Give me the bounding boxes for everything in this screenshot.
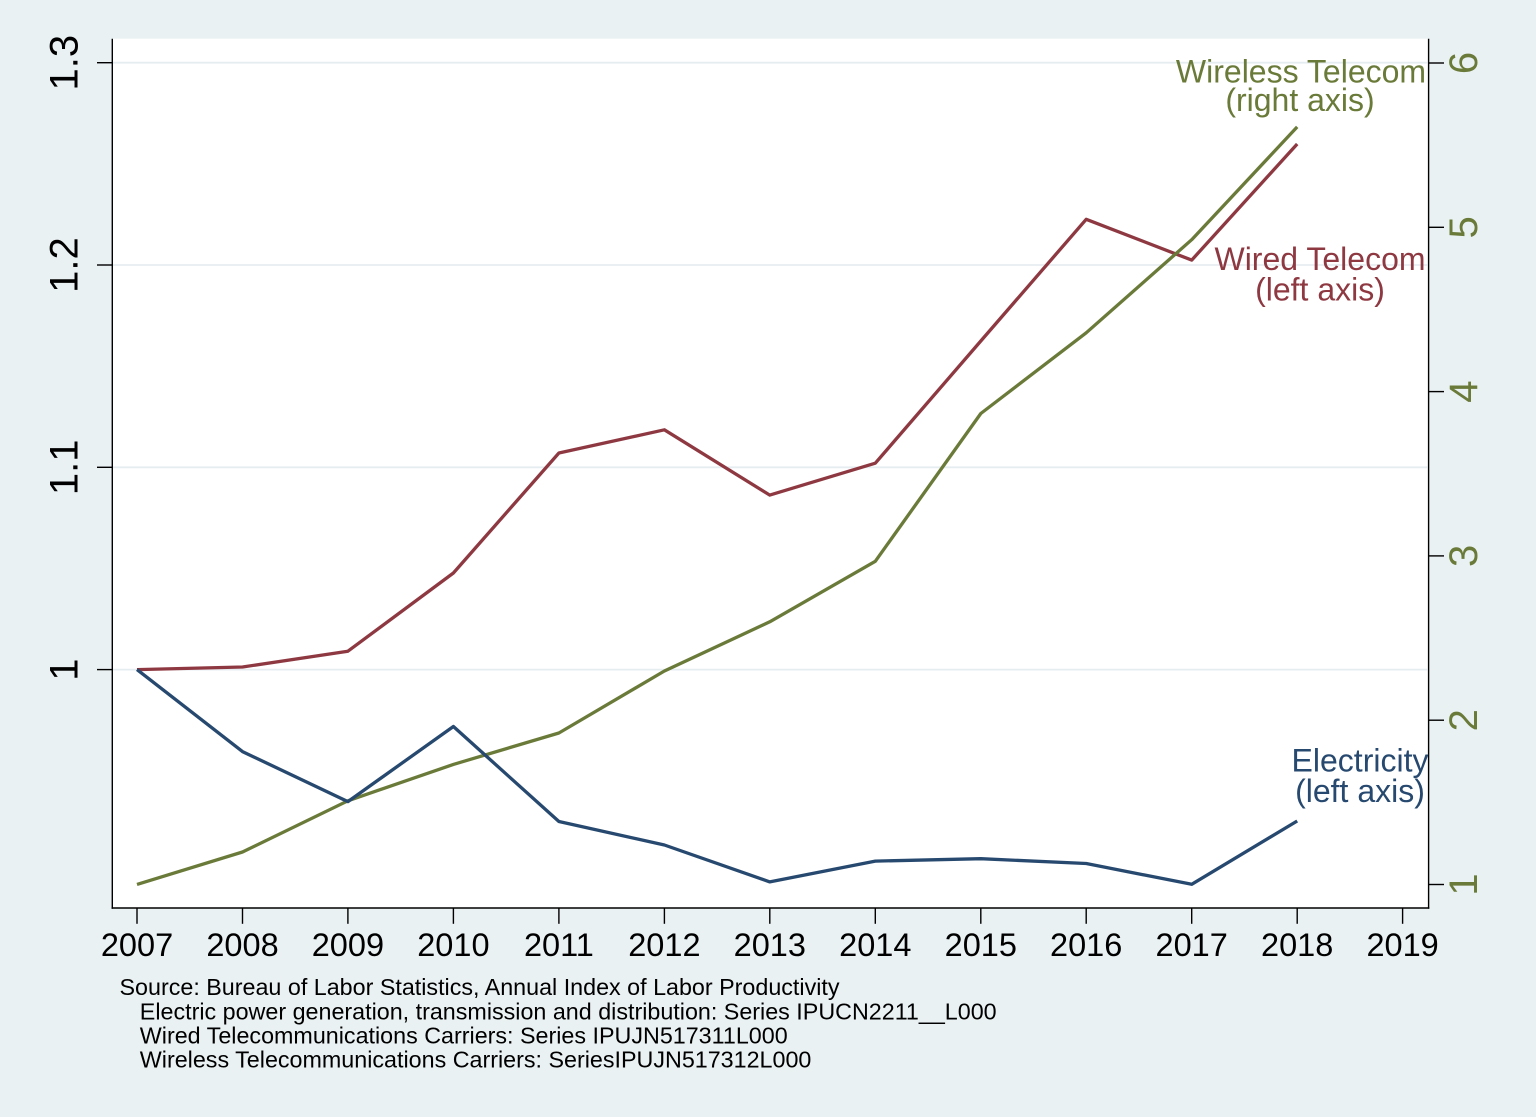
svg-text:2010: 2010	[417, 927, 489, 963]
svg-text:(right axis): (right axis)	[1225, 82, 1374, 118]
svg-text:2013: 2013	[734, 927, 806, 963]
svg-text:2015: 2015	[945, 927, 1017, 963]
svg-text:2012: 2012	[628, 927, 700, 963]
svg-text:2018: 2018	[1261, 927, 1333, 963]
svg-text:6: 6	[1442, 52, 1486, 74]
svg-text:Source: Bureau of Labor Statis: Source: Bureau of Labor Statistics, Annu…	[120, 974, 840, 1000]
svg-text:2009: 2009	[312, 927, 384, 963]
svg-text:Wireless Telecommunications Ca: Wireless Telecommunications Carriers: Se…	[140, 1046, 812, 1072]
svg-text:2: 2	[1442, 709, 1486, 731]
svg-text:5: 5	[1442, 216, 1486, 238]
svg-text:Wired Telecom: Wired Telecom	[1214, 241, 1425, 277]
svg-text:4: 4	[1442, 380, 1486, 402]
svg-text:Wireless Telecom: Wireless Telecom	[1176, 53, 1426, 89]
svg-text:(left axis): (left axis)	[1295, 773, 1425, 809]
svg-text:Electric power generation, tra: Electric power generation, transmission …	[140, 998, 997, 1024]
svg-text:Electricity: Electricity	[1292, 743, 1429, 779]
svg-text:2017: 2017	[1156, 927, 1228, 963]
svg-text:Wired Telecommunications Carri: Wired Telecommunications Carriers: Serie…	[140, 1023, 788, 1049]
svg-text:1.2: 1.2	[43, 237, 87, 293]
svg-text:(left axis): (left axis)	[1255, 272, 1385, 308]
svg-text:1: 1	[1442, 873, 1486, 895]
svg-text:2019: 2019	[1366, 927, 1438, 963]
svg-text:1: 1	[43, 658, 87, 680]
svg-text:1.3: 1.3	[43, 35, 87, 91]
svg-text:2008: 2008	[206, 927, 278, 963]
svg-text:2011: 2011	[524, 927, 594, 963]
svg-text:2016: 2016	[1050, 927, 1122, 963]
svg-text:2014: 2014	[839, 927, 911, 963]
svg-text:2007: 2007	[101, 927, 173, 963]
svg-text:3: 3	[1442, 545, 1486, 567]
svg-text:1.1: 1.1	[43, 439, 87, 495]
